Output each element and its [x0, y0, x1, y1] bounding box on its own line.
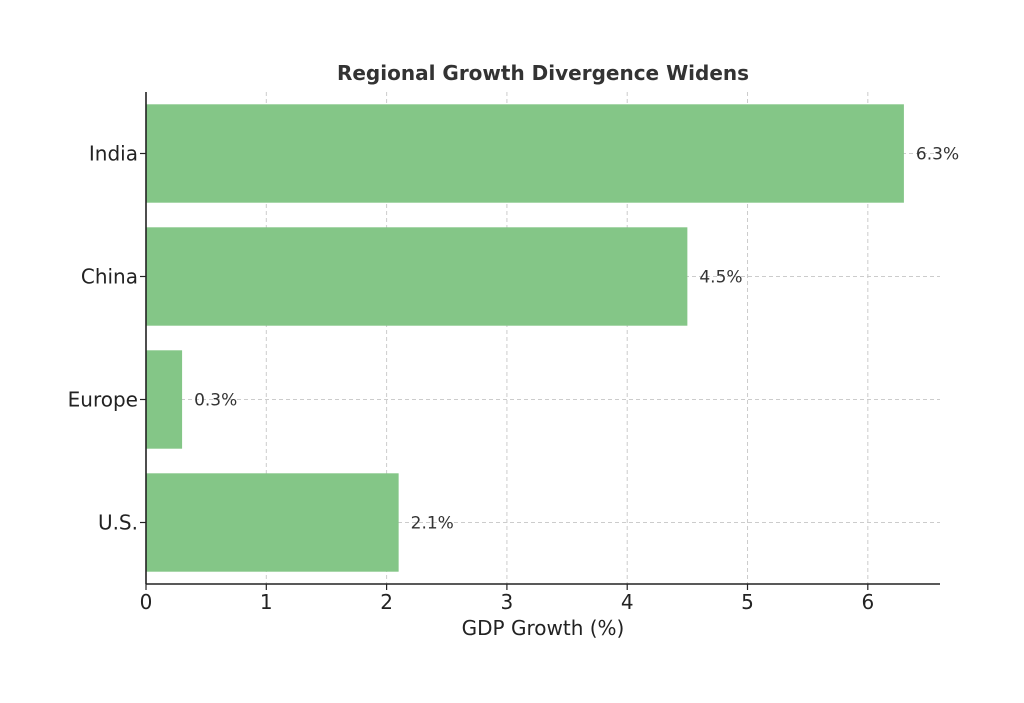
x-axis-label: GDP Growth (%) — [462, 616, 625, 640]
value-label: 6.3% — [916, 145, 959, 165]
axes-layer: India China Europe U.S. 0 1 2 3 4 5 6 — [68, 92, 940, 614]
chart-title: Regional Growth Divergence Widens — [337, 61, 749, 85]
x-tick-label: 1 — [260, 590, 273, 614]
bars-layer: 6.3% 4.5% 0.3% 2.1% — [146, 104, 959, 572]
bar-india — [146, 104, 904, 203]
x-tick-label: 4 — [621, 590, 634, 614]
category-label: India — [89, 142, 138, 166]
bar-china — [146, 227, 688, 326]
bar-us — [146, 473, 399, 572]
bar-europe — [146, 350, 183, 449]
x-tick-label: 2 — [380, 590, 393, 614]
x-tick-label: 6 — [861, 590, 874, 614]
x-tick-label: 3 — [501, 590, 514, 614]
x-tick-label: 5 — [741, 590, 754, 614]
value-label: 0.3% — [194, 391, 237, 411]
category-label: U.S. — [98, 511, 138, 535]
value-label: 4.5% — [699, 268, 742, 288]
category-label: Europe — [68, 388, 138, 412]
category-label: China — [81, 265, 138, 289]
value-label: 2.1% — [411, 514, 454, 534]
x-tick-label: 0 — [140, 590, 153, 614]
